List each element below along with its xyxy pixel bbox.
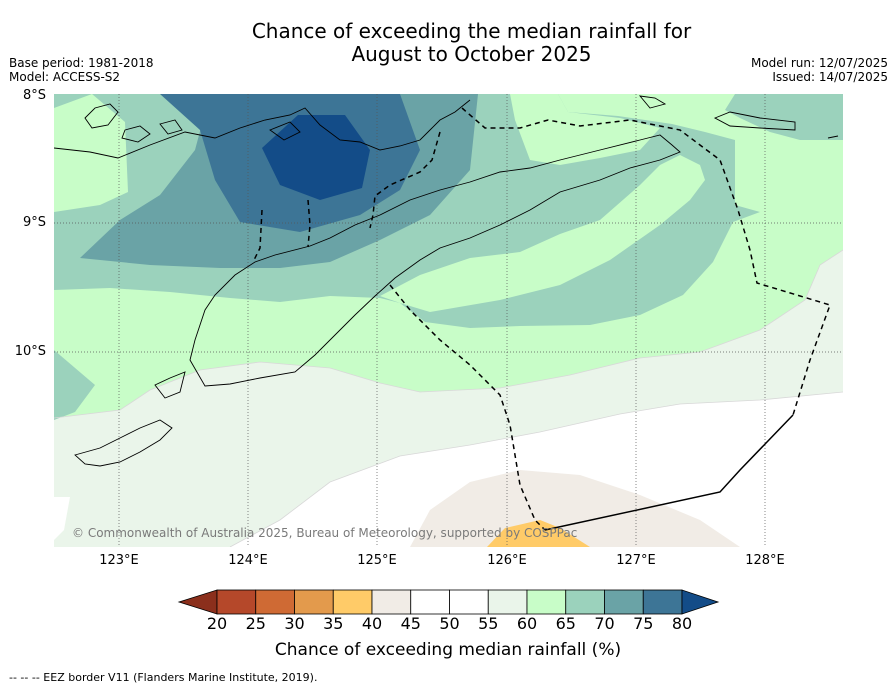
colorbar-segment [332, 589, 373, 615]
eez-border-north [461, 107, 831, 416]
colorbar-segment [255, 589, 295, 615]
lat-label-10s: 10°S [14, 344, 46, 359]
contour-65-70-left [54, 350, 95, 420]
contour-35-40 [487, 520, 590, 547]
lon-label-123e: 123°E [99, 553, 139, 568]
colorbar-tick-label: 80 [671, 614, 693, 633]
map-title-line1: Chance of exceeding the median rainfall … [251, 19, 692, 43]
lon-label-128e: 128°E [745, 553, 785, 568]
lon-label-124e: 124°E [228, 553, 268, 568]
coastline-east [827, 135, 839, 139]
colorbar-tick-label: 20 [206, 614, 228, 633]
colorbar-tick-label: 25 [245, 614, 266, 633]
meta-left: Base period: 1981-2018 Model: ACCESS-S2 [9, 56, 154, 84]
colorbar-tick-label: 60 [516, 614, 538, 633]
colorbar-tick-label: 30 [284, 614, 305, 633]
eez-border [252, 107, 831, 531]
colorbar-tick-label: 45 [400, 614, 421, 633]
coastline-flores [54, 99, 471, 159]
eez-border-south [389, 284, 546, 531]
colorbar-tick-label: 40 [361, 614, 383, 633]
colorbar-segment [216, 589, 257, 615]
base-period-label: Base period: 1981-2018 [9, 56, 154, 70]
contour-60-65-timor [380, 155, 705, 312]
model-run-label: Model run: 12/07/2025 [750, 56, 888, 70]
colorbar-tick-label: 55 [478, 614, 499, 633]
colorbar-segment [410, 589, 450, 615]
colorbar-tick-label: 70 [594, 614, 615, 633]
lon-label-126e: 126°E [487, 553, 527, 568]
colorbar-tick-label: 50 [439, 614, 460, 633]
colorbar-segment [371, 589, 412, 615]
lat-label-9s: 9°S [22, 215, 46, 230]
contour-80-plus [262, 115, 370, 200]
map-panel [54, 94, 843, 547]
copyright-notice: © Commonwealth of Australia 2025, Bureau… [72, 526, 578, 540]
colorbar-segment [604, 589, 644, 615]
colorbar-segment [449, 589, 489, 615]
colorbar-title: Chance of exceeding median rainfall (%) [274, 640, 622, 660]
contour-line-55 [54, 249, 843, 419]
contour-40-45 [410, 470, 740, 547]
colorbar-extend-low [177, 589, 218, 615]
eez-border-solid [544, 414, 794, 531]
contour-60-65-north [510, 94, 660, 165]
eez-border-timor [369, 131, 441, 229]
colorbar-extend-high [681, 589, 720, 615]
coastlines [54, 95, 839, 467]
coastline-timor [189, 134, 681, 387]
colorbar-tick-label: 35 [323, 614, 344, 633]
lon-label-127e: 127°E [616, 553, 656, 568]
eez-border-west [252, 199, 311, 263]
map-title: Chance of exceeding the median rainfall … [0, 20, 896, 66]
coastline-islands-nw [84, 103, 301, 143]
colorbar-segment [565, 589, 605, 615]
issued-label: Issued: 14/07/2025 [772, 70, 888, 84]
contour-50-55 [230, 392, 843, 547]
gridlines [54, 94, 843, 547]
contour-50-55-bottom-left [54, 497, 70, 540]
colorbar-segment [642, 589, 683, 615]
contour-55-60-pocket [175, 372, 290, 402]
contour-line-50 [229, 391, 843, 547]
colorbar-tick-label: 65 [555, 614, 576, 633]
colorbar [177, 589, 720, 615]
colorbar-segment [294, 589, 334, 615]
coastline-sumba-east [74, 419, 173, 467]
lat-label-8s: 8°S [22, 88, 46, 103]
colorbar-segment [526, 589, 567, 615]
model-label: Model: ACCESS-S2 [9, 70, 121, 84]
coastline-wetar [638, 95, 796, 131]
colorbar-tick-label: 75 [633, 614, 654, 633]
coastline-rote [154, 371, 186, 399]
meta-right: Model run: 12/07/2025 Issued: 14/07/2025 [751, 56, 888, 84]
map-title-line2: August to October 2025 [351, 42, 592, 66]
lon-label-125e: 125°E [357, 553, 397, 568]
eez-footnote: -- -- -- EEZ border V11 (Flanders Marine… [9, 671, 318, 684]
colorbar-segment [487, 589, 528, 615]
